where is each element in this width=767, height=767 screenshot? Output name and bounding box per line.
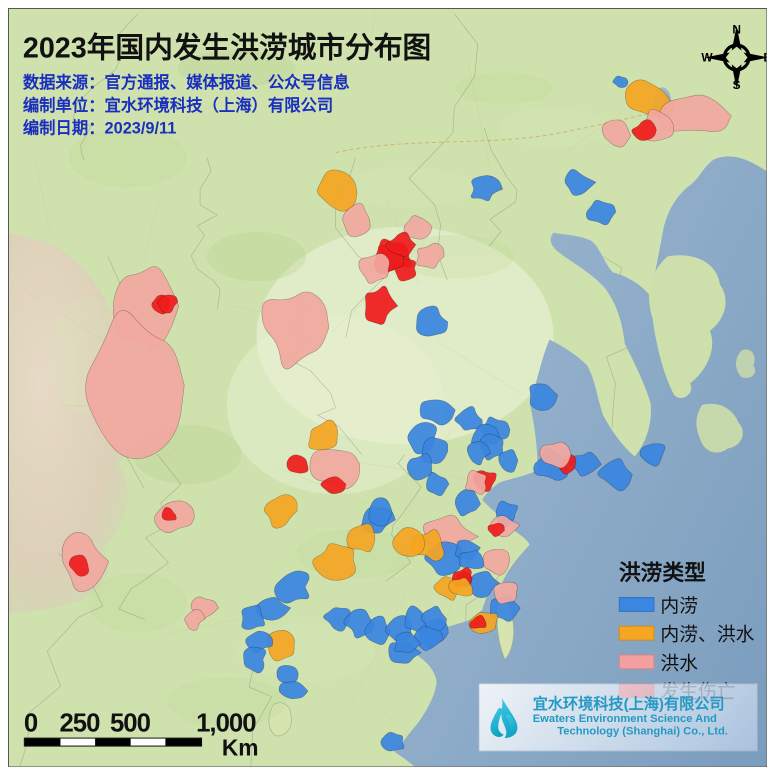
svg-text:E: E bbox=[763, 50, 767, 64]
svg-text:S: S bbox=[733, 78, 741, 92]
svg-text:W: W bbox=[701, 50, 713, 64]
svg-text:N: N bbox=[732, 23, 741, 37]
